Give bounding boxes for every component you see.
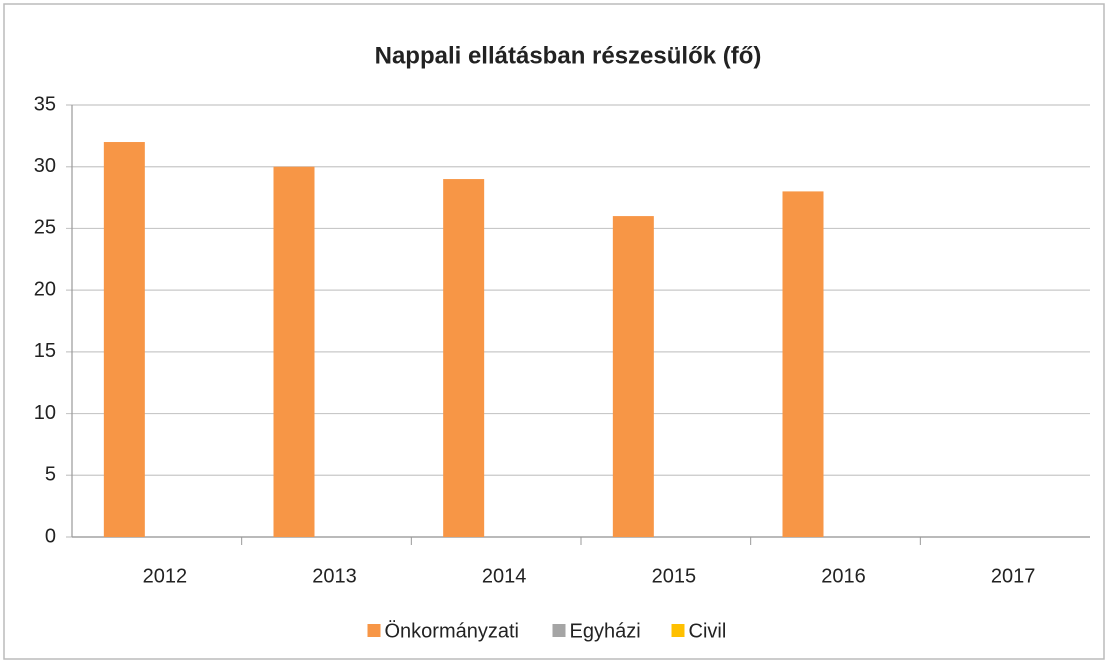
y-tick-label: 25 — [34, 217, 56, 239]
x-tick-label: 2016 — [821, 565, 866, 587]
x-tick-label: 2015 — [652, 565, 697, 587]
y-tick-label: 35 — [34, 93, 56, 115]
legend-label: Egyházi — [570, 620, 641, 642]
y-tick-label: 10 — [34, 402, 56, 424]
legend-swatch — [671, 624, 685, 637]
x-tick-label: 2013 — [312, 565, 357, 587]
legend-swatch — [367, 624, 381, 637]
x-tick-label: 2012 — [143, 565, 188, 587]
bar — [273, 166, 315, 537]
chart-frame — [3, 3, 1105, 660]
y-tick-label: 5 — [45, 464, 56, 486]
y-tick-label: 0 — [45, 525, 56, 547]
legend-label: Civil — [689, 620, 727, 642]
y-tick-label: 20 — [34, 278, 56, 300]
legend-swatch — [552, 624, 566, 637]
bar — [443, 179, 485, 538]
y-tick-label: 30 — [34, 155, 56, 177]
x-tick-label: 2014 — [482, 565, 527, 587]
y-tick-label: 15 — [34, 340, 56, 362]
legend-label: Önkormányzati — [385, 620, 520, 642]
chart-title: Nappali ellátásban részesülők (fő) — [375, 42, 762, 69]
bar — [103, 142, 145, 537]
x-tick-label: 2017 — [991, 565, 1036, 587]
bar — [612, 216, 654, 538]
bar — [782, 191, 824, 537]
